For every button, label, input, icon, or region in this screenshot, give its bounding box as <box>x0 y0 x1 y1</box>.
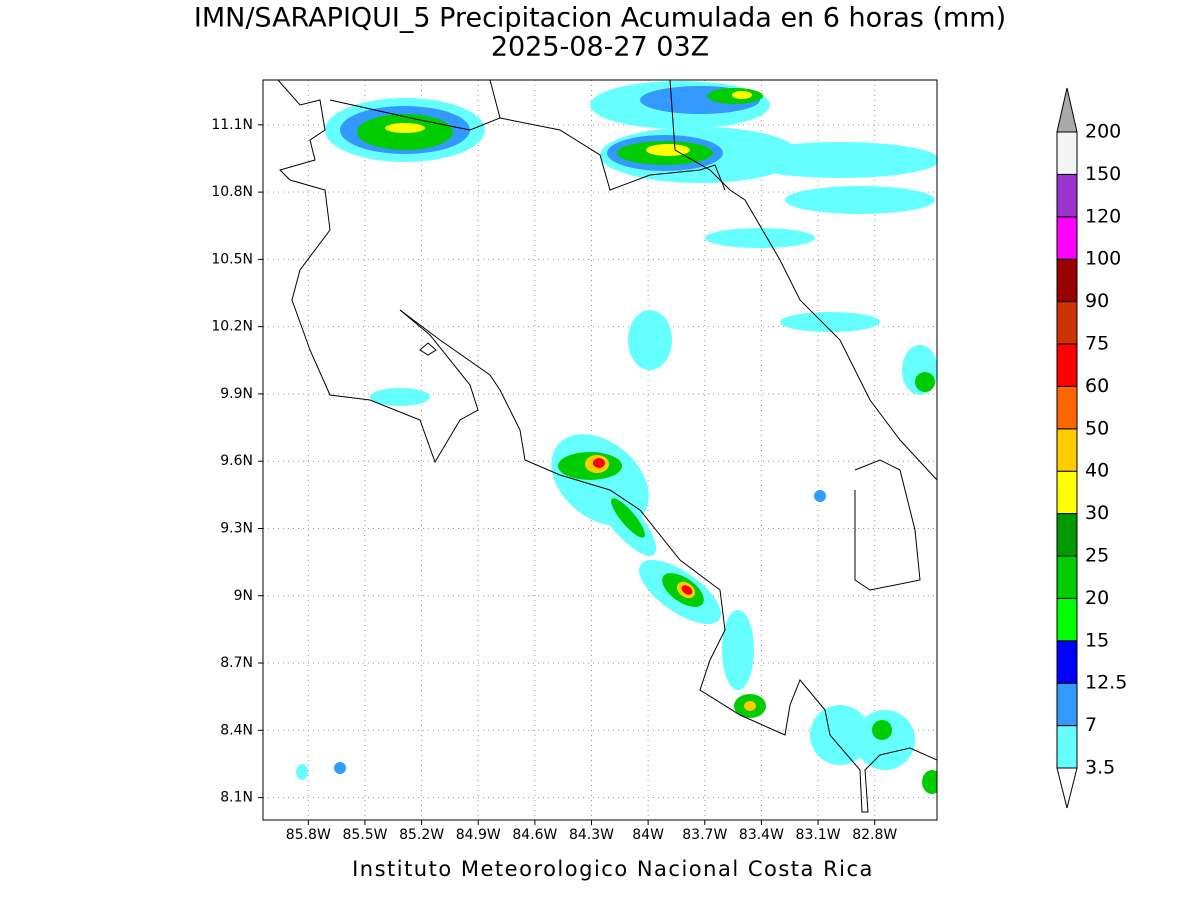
colorbar-label: 40 <box>1085 460 1109 482</box>
colorbar: 3.5 7 12.5 15 20 25 30 40 50 60 75 90 100 120 150 200 <box>1056 87 1127 809</box>
x-tick-label: 84.9W <box>456 827 501 843</box>
colorbar-box <box>1056 555 1078 599</box>
x-tick-label: 85.8W <box>286 827 331 843</box>
colorbar-label: 100 <box>1085 248 1121 270</box>
colorbar-box <box>1056 216 1078 260</box>
colorbar-label: 7 <box>1085 714 1097 736</box>
colorbar-box <box>1056 385 1078 430</box>
footer: Instituto Meteorologico Nacional Costa R… <box>352 857 874 881</box>
colorbar-label: 20 <box>1085 587 1109 609</box>
y-tick-label: 8.1N <box>220 790 253 806</box>
colorbar-label: 75 <box>1085 333 1109 355</box>
colorbar-label: 90 <box>1085 290 1109 312</box>
colorbar-box <box>1056 173 1078 218</box>
x-tick-label: 84.3W <box>569 827 614 843</box>
x-tick-label: 84W <box>632 827 664 843</box>
colorbar-label: 25 <box>1085 545 1109 567</box>
colorbar-box <box>1056 470 1078 515</box>
colorbar-label: 150 <box>1085 163 1121 185</box>
colorbar-under <box>1056 767 1078 809</box>
y-tick-label: 9.6N <box>220 453 253 469</box>
colorbar-box <box>1056 301 1078 345</box>
colorbar-label: 60 <box>1085 375 1109 397</box>
y-tick-label: 11.1N <box>211 117 253 133</box>
title: IMN/SARAPIQUI_5 Precipitacion Acumulada … <box>194 3 1006 34</box>
colorbar-label: 15 <box>1085 629 1109 651</box>
colorbar-label: 30 <box>1085 502 1109 524</box>
x-tick-label: 85.2W <box>399 827 444 843</box>
map-frame <box>262 79 938 821</box>
colorbar-box <box>1056 725 1078 769</box>
subtitle: 2025-08-27 03Z <box>491 32 709 63</box>
y-tick-label: 10.2N <box>211 319 253 335</box>
colorbar-box <box>1056 682 1078 727</box>
x-tick-label: 84.6W <box>512 827 557 843</box>
colorbar-label: 200 <box>1085 121 1121 143</box>
coastlines <box>277 80 937 813</box>
x-tick-label: 85.5W <box>342 827 387 843</box>
y-tick-label: 9.9N <box>220 386 253 402</box>
colorbar-box <box>1056 258 1078 303</box>
colorbar-over <box>1056 87 1078 133</box>
x-tick-label: 83.1W <box>796 827 841 843</box>
colorbar-label: 3.5 <box>1085 757 1115 779</box>
x-tick-label: 83.4W <box>739 827 784 843</box>
x-tick-label: 83.7W <box>682 827 727 843</box>
colorbar-label: 120 <box>1085 205 1121 227</box>
colorbar-box <box>1056 597 1078 642</box>
colorbar-box <box>1056 513 1078 557</box>
colorbar-box <box>1056 343 1078 387</box>
precip-field <box>296 81 937 794</box>
colorbar-box <box>1056 428 1078 472</box>
y-tick-label: 9.3N <box>220 520 253 536</box>
y-tick-label: 8.7N <box>220 655 253 671</box>
colorbar-label: 50 <box>1085 417 1109 439</box>
y-tick-label: 9N <box>234 588 253 604</box>
y-tick-label: 10.8N <box>211 184 253 200</box>
colorbar-label: 12.5 <box>1085 672 1127 694</box>
y-tick-label: 8.4N <box>220 722 253 738</box>
colorbar-box <box>1056 640 1078 684</box>
y-tick-label: 10.5N <box>211 251 253 267</box>
colorbar-box <box>1056 131 1078 175</box>
x-tick-label: 82.8W <box>852 827 897 843</box>
